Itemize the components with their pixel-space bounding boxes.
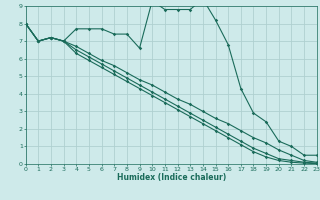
X-axis label: Humidex (Indice chaleur): Humidex (Indice chaleur) <box>116 173 226 182</box>
